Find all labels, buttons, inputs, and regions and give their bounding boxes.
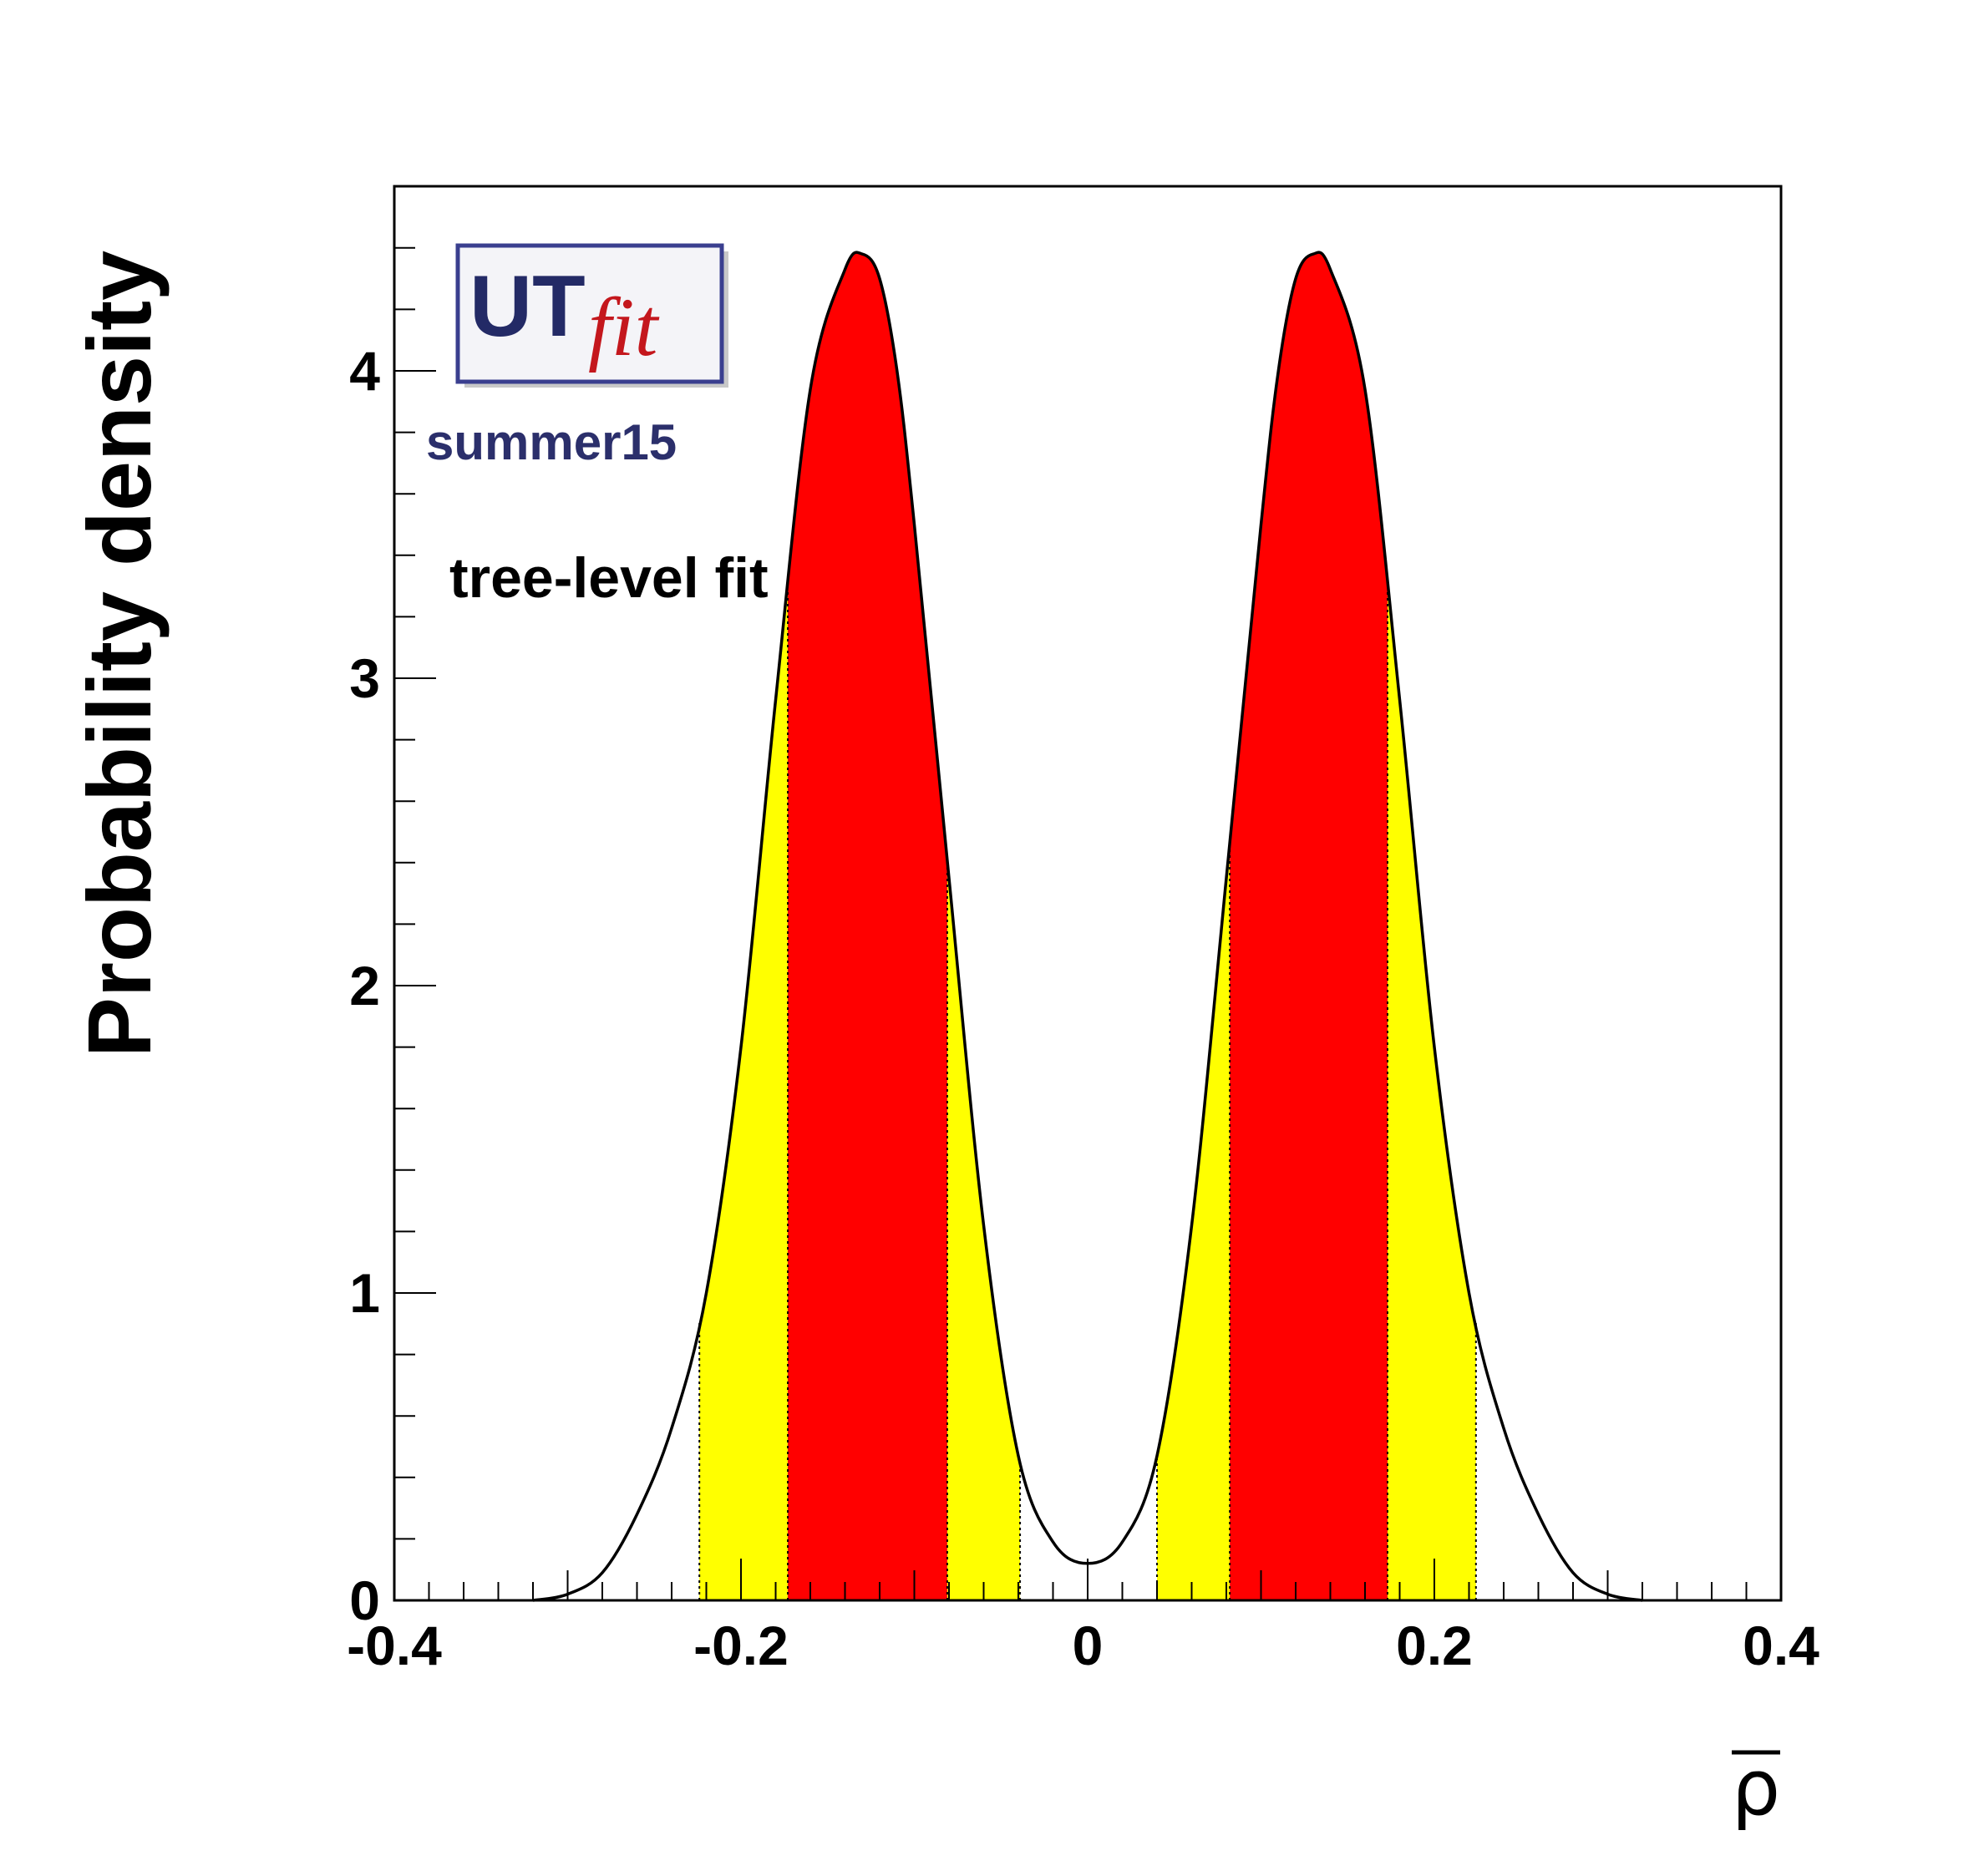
inner-band-1 [788,252,947,1600]
logo-tag: summer15 [426,414,677,470]
y-tick-label: 4 [349,340,380,402]
y-tick-label: 1 [349,1262,380,1324]
outer-band-2 [946,252,1021,1600]
x-axis-title-text: ρ [1732,1743,1780,1833]
logo-ut-text: UT [469,258,586,355]
outer-band-5 [1387,252,1476,1600]
outer-band-0 [699,252,789,1600]
x-tick-label: -0.4 [347,1615,442,1676]
y-tick-label: 3 [349,647,380,709]
fit-annotation: tree-level fit [449,546,769,610]
x-tick-label: 0.2 [1396,1615,1473,1676]
y-tick-label: 0 [349,1569,380,1631]
outer-band-3 [1157,252,1231,1600]
x-tick-label: 0 [1073,1615,1104,1676]
x-axis: -0.4 -0.2 0 0.2 0.4 [347,1559,1819,1676]
x-tick-label: -0.2 [693,1615,789,1676]
y-tick-label: 2 [349,955,380,1017]
x-axis-title: ρ [1732,1743,1780,1833]
logo-fit-text: fit [588,281,660,373]
y-axis-title: Probability density [69,251,170,1057]
y-axis: 0 1 2 3 4 [349,246,436,1631]
band-edge-lines [698,591,1477,1600]
plot-frame [393,185,1783,1602]
confidence-bands [699,252,1476,1600]
x-tick-label: 0.4 [1743,1615,1819,1676]
inner-band-4 [1230,252,1388,1600]
utfit-logo: UT fit [455,243,728,388]
logo-box [455,243,724,384]
